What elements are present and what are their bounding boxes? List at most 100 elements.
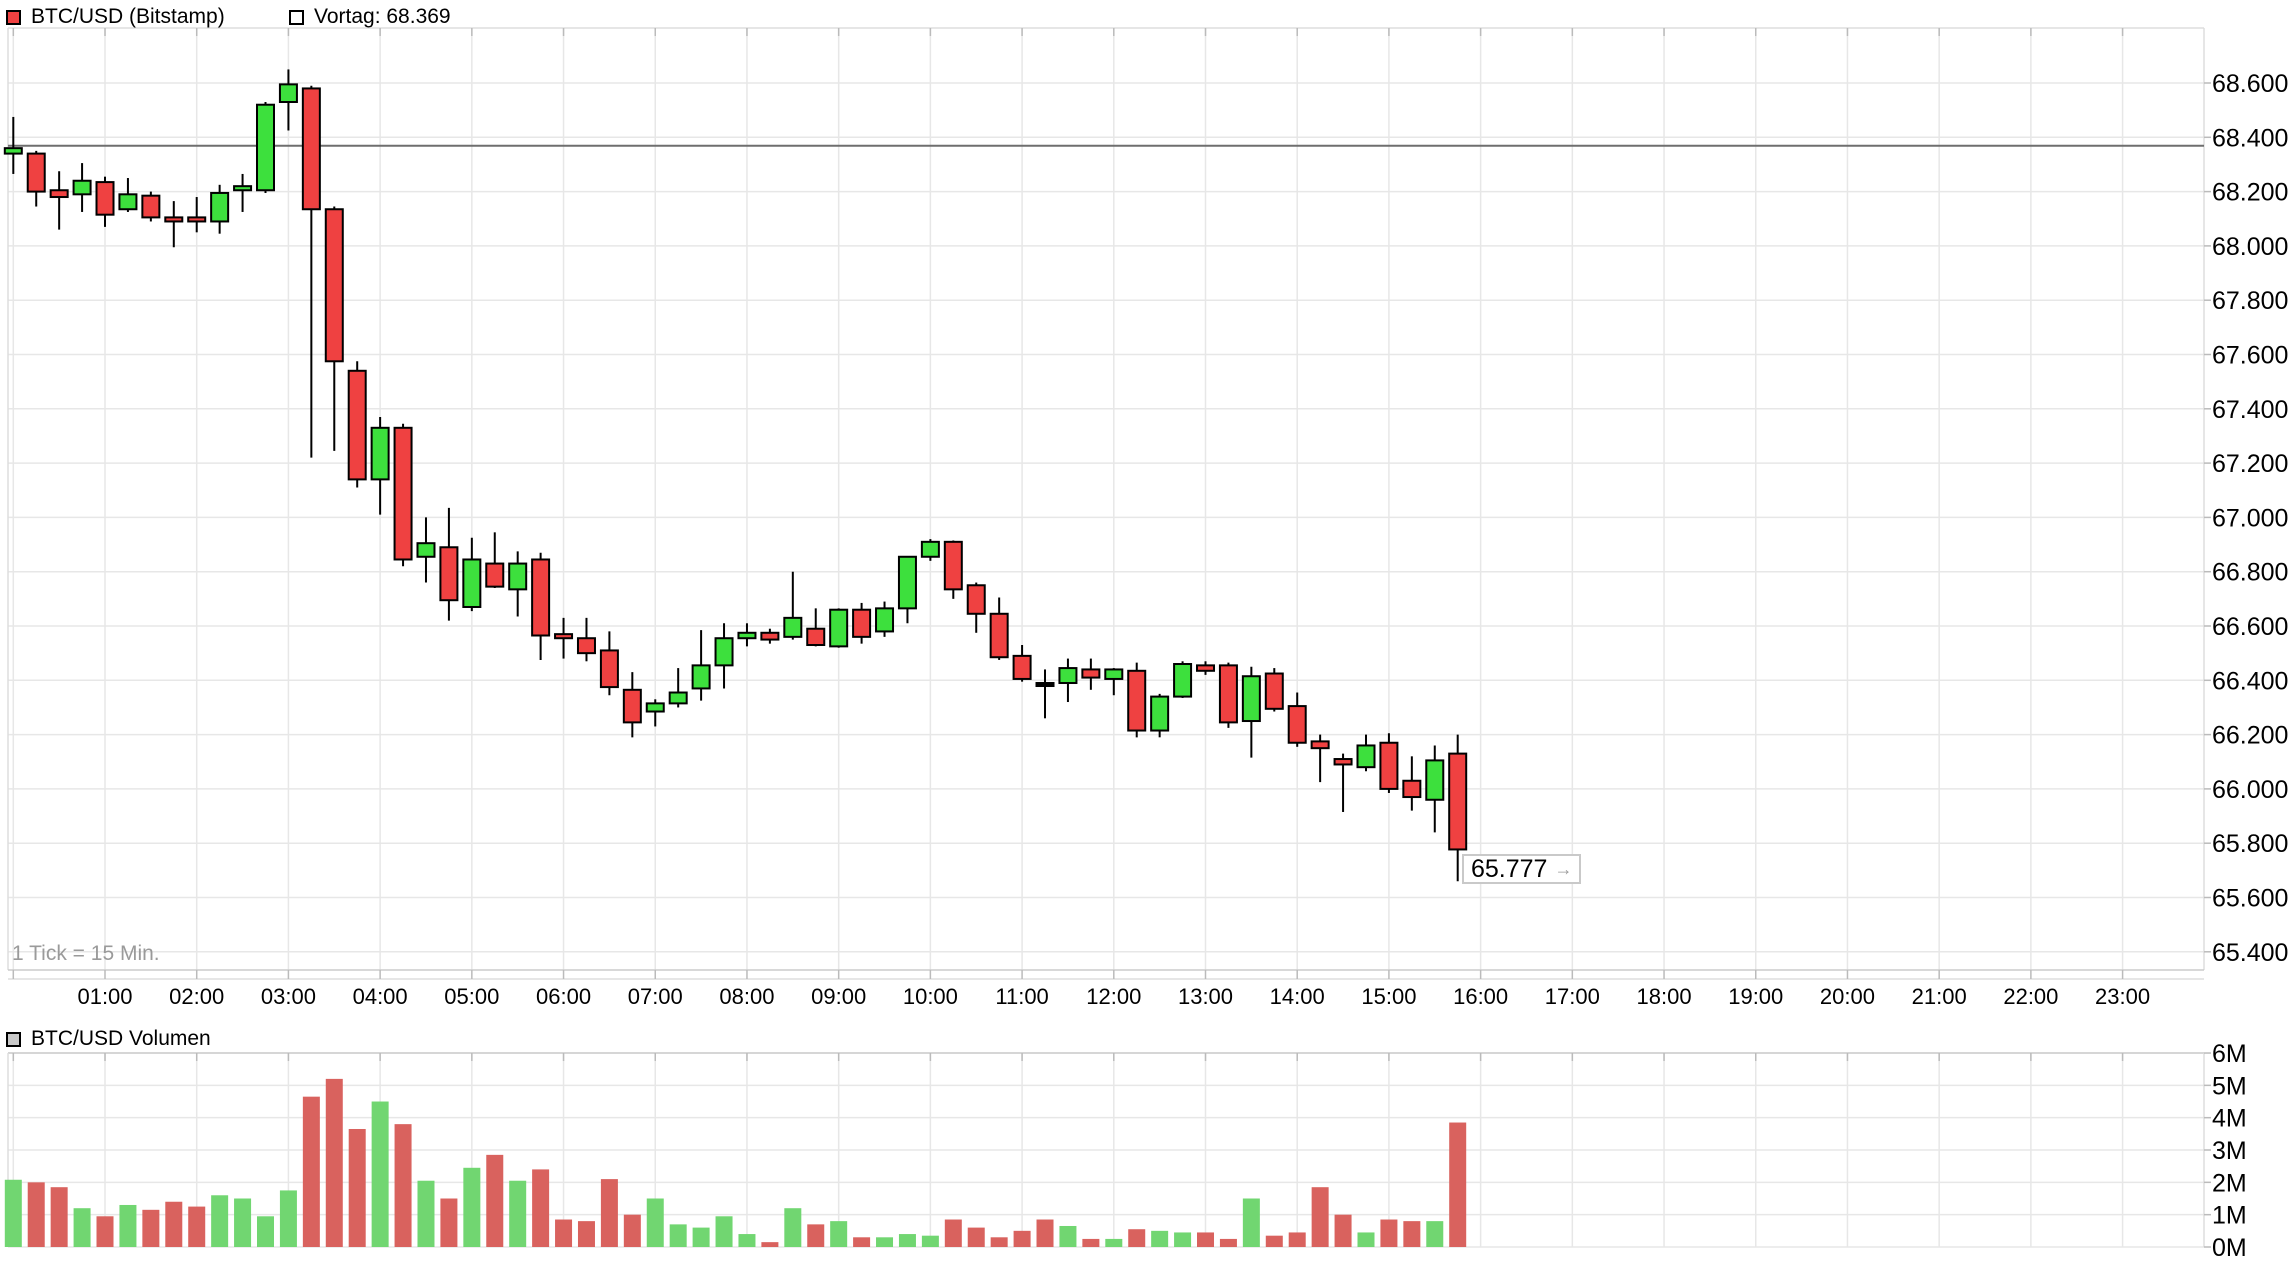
- candle-11:30[interactable]: [1058, 658, 1078, 703]
- candle-06:30[interactable]: [599, 631, 619, 696]
- volume-bar-11:00[interactable]: [1013, 1230, 1031, 1247]
- volume-bar-14:00[interactable]: [1288, 1232, 1306, 1247]
- candle-09:00[interactable]: [829, 608, 849, 648]
- volume-bar-15:45[interactable]: [1449, 1122, 1467, 1247]
- volume-bar-11:15[interactable]: [1036, 1219, 1054, 1247]
- volume-bar-05:00[interactable]: [463, 1167, 481, 1247]
- candle-10:00[interactable]: [920, 539, 940, 561]
- candle-04:00[interactable]: [370, 416, 390, 515]
- candle-08:45[interactable]: [806, 608, 826, 647]
- candle-08:00[interactable]: [737, 623, 757, 647]
- candle-12:15[interactable]: [1127, 662, 1147, 738]
- candle-06:15[interactable]: [576, 617, 596, 662]
- volume-bar-09:00[interactable]: [830, 1221, 848, 1247]
- volume-bar-14:45[interactable]: [1357, 1232, 1375, 1247]
- candle-10:30[interactable]: [966, 582, 986, 633]
- volume-bar-13:30[interactable]: [1242, 1198, 1260, 1247]
- candle-04:15[interactable]: [393, 423, 413, 567]
- volume-bar-11:30[interactable]: [1059, 1225, 1077, 1247]
- candle-07:30[interactable]: [691, 630, 711, 701]
- candle-03:00[interactable]: [278, 69, 298, 131]
- candle-15:15[interactable]: [1402, 756, 1422, 811]
- volume-bar-08:30[interactable]: [784, 1208, 802, 1247]
- candle-04:45[interactable]: [439, 507, 459, 621]
- candle-12:45[interactable]: [1173, 661, 1193, 698]
- volume-bar-07:30[interactable]: [692, 1227, 710, 1247]
- candle-02:45[interactable]: [255, 102, 275, 193]
- volume-bar-00:15[interactable]: [27, 1182, 45, 1247]
- volume-bar-06:00[interactable]: [555, 1219, 573, 1247]
- candle-03:30[interactable]: [324, 206, 344, 451]
- volume-bar-02:00[interactable]: [188, 1206, 206, 1247]
- candle-00:15[interactable]: [26, 150, 46, 207]
- candle-03:15[interactable]: [301, 85, 321, 458]
- volume-bar-01:45[interactable]: [165, 1201, 183, 1247]
- candle-11:00[interactable]: [1012, 645, 1032, 682]
- volume-bar-09:15[interactable]: [853, 1237, 871, 1247]
- volume-bar-06:45[interactable]: [623, 1214, 641, 1247]
- volume-bar-01:00[interactable]: [96, 1216, 114, 1247]
- candle-01:30[interactable]: [141, 191, 161, 222]
- volume-bar-06:30[interactable]: [600, 1179, 618, 1247]
- volume-bar-05:30[interactable]: [509, 1180, 527, 1247]
- candle-13:45[interactable]: [1264, 668, 1284, 712]
- candle-12:30[interactable]: [1150, 693, 1170, 738]
- volume-bar-09:30[interactable]: [876, 1237, 894, 1247]
- candle-04:30[interactable]: [416, 517, 436, 583]
- volume-bar-00:45[interactable]: [73, 1208, 91, 1247]
- series-legend-swatch-icon[interactable]: [6, 9, 21, 25]
- volume-bar-07:15[interactable]: [669, 1224, 687, 1247]
- volume-bar-03:15[interactable]: [302, 1096, 320, 1247]
- candle-05:00[interactable]: [462, 537, 482, 612]
- volume-bar-05:45[interactable]: [532, 1169, 550, 1247]
- candle-11:45[interactable]: [1081, 658, 1101, 690]
- volume-bar-00:30[interactable]: [50, 1187, 68, 1247]
- candle-14:30[interactable]: [1333, 753, 1353, 812]
- candle-13:30[interactable]: [1241, 666, 1261, 758]
- candle-08:15[interactable]: [760, 628, 780, 644]
- volume-bar-09:45[interactable]: [898, 1234, 916, 1247]
- volume-bar-04:00[interactable]: [371, 1101, 389, 1247]
- volume-bar-03:30[interactable]: [325, 1078, 343, 1247]
- candle-07:15[interactable]: [668, 668, 688, 708]
- volume-bar-13:45[interactable]: [1265, 1235, 1283, 1247]
- candle-14:45[interactable]: [1356, 734, 1376, 772]
- candle-06:45[interactable]: [622, 672, 642, 738]
- volume-bar-12:30[interactable]: [1151, 1230, 1169, 1247]
- candle-00:45[interactable]: [72, 163, 92, 212]
- volume-bar-13:00[interactable]: [1197, 1232, 1215, 1247]
- candle-11:15[interactable]: [1035, 669, 1055, 719]
- volume-bar-14:30[interactable]: [1334, 1214, 1352, 1247]
- candle-02:00[interactable]: [187, 197, 207, 233]
- candle-14:15[interactable]: [1310, 734, 1330, 783]
- candle-03:45[interactable]: [347, 361, 367, 488]
- candle-10:15[interactable]: [943, 540, 963, 599]
- volume-bar-15:15[interactable]: [1403, 1221, 1421, 1247]
- volume-bar-02:30[interactable]: [234, 1198, 252, 1247]
- volume-bar-02:45[interactable]: [256, 1216, 274, 1247]
- volume-bar-12:00[interactable]: [1105, 1238, 1123, 1247]
- volume-bar-01:30[interactable]: [142, 1209, 160, 1247]
- volume-legend-swatch-icon[interactable]: [6, 1031, 21, 1047]
- volume-bar-08:15[interactable]: [761, 1242, 779, 1247]
- candle-10:45[interactable]: [989, 597, 1009, 660]
- candle-05:15[interactable]: [485, 532, 505, 588]
- candle-15:45[interactable]: [1448, 734, 1468, 882]
- volume-bar-11:45[interactable]: [1082, 1238, 1100, 1247]
- volume-bar-03:45[interactable]: [348, 1128, 366, 1247]
- candle-14:00[interactable]: [1287, 692, 1307, 747]
- candle-13:15[interactable]: [1218, 662, 1238, 728]
- candle-01:15[interactable]: [118, 178, 138, 212]
- volume-bar-13:15[interactable]: [1219, 1238, 1237, 1247]
- volume-bar-12:15[interactable]: [1128, 1229, 1146, 1247]
- volume-bar-10:15[interactable]: [944, 1219, 962, 1247]
- volume-bar-10:45[interactable]: [990, 1237, 1008, 1247]
- candle-15:00[interactable]: [1379, 733, 1399, 793]
- candle-06:00[interactable]: [554, 617, 574, 659]
- volume-bar-02:15[interactable]: [211, 1195, 229, 1247]
- volume-bar-05:15[interactable]: [486, 1154, 504, 1247]
- candle-01:00[interactable]: [95, 176, 115, 227]
- candle-09:45[interactable]: [897, 555, 917, 624]
- volume-bar-08:00[interactable]: [738, 1234, 756, 1247]
